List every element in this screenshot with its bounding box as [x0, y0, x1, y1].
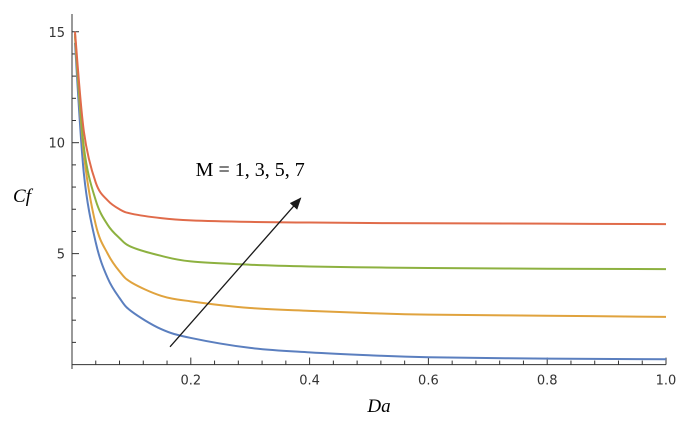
series-line-4	[73, 31, 667, 226]
x-tick-label: 0.4	[299, 374, 320, 389]
annotation-text: M = 1, 3, 5, 7	[196, 159, 305, 181]
y-tick-label: 15	[48, 26, 65, 41]
annotation-arrow	[169, 197, 302, 348]
y-tick-label: 10	[48, 137, 65, 152]
series-group	[73, 31, 667, 361]
x-tick-label: 0.6	[418, 374, 439, 389]
series-line-3	[73, 33, 667, 271]
series-line-2	[73, 36, 667, 318]
series-line-1	[73, 42, 667, 361]
x-axis-label: Da	[366, 396, 390, 417]
x-tick-label: 0.2	[180, 374, 201, 389]
y-tick-label: 5	[57, 248, 65, 263]
x-tick-label: 1.0	[656, 374, 677, 389]
y-axis-label: Cf	[13, 186, 34, 207]
axes-group	[71, 14, 667, 369]
x-tick-labels: 0.2 0.4 0.6 0.8 1.0	[180, 374, 676, 389]
y-tick-labels: 5 10 15	[48, 26, 65, 263]
x-tick-label: 0.8	[537, 374, 558, 389]
